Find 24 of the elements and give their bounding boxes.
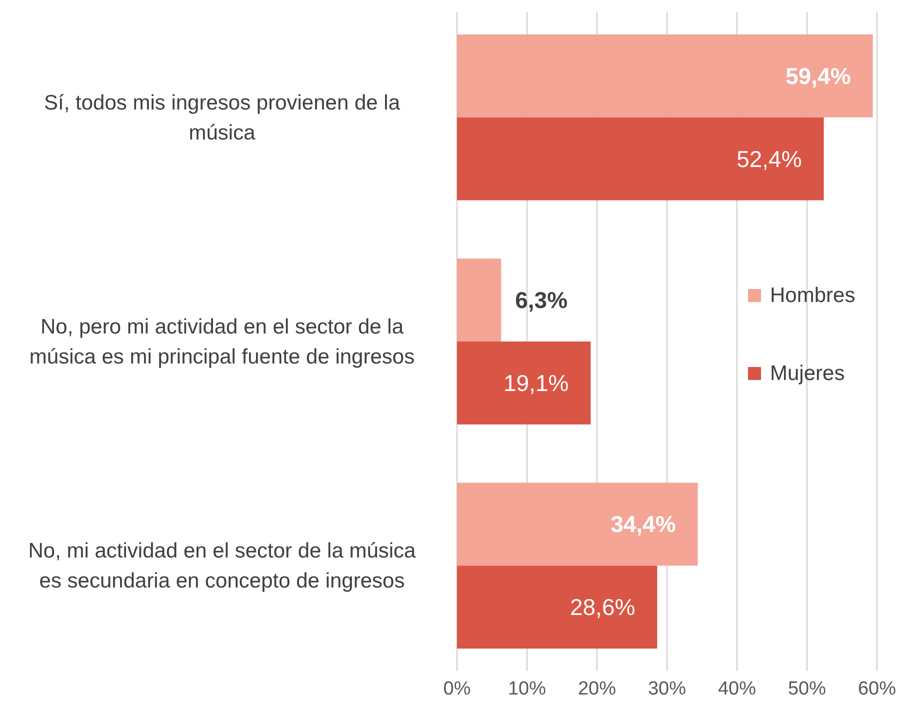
data-label: 19,1%	[503, 370, 569, 396]
legend-label: Mujeres	[770, 362, 845, 385]
data-label: 34,4%	[610, 511, 676, 538]
x-tick-label: 40%	[718, 678, 756, 700]
legend-label: Hombres	[770, 284, 856, 307]
bar	[457, 342, 591, 424]
y-tick-label: Sí, todos mis ingresos provienen de la música	[44, 91, 400, 144]
x-tick-label: 10%	[508, 678, 546, 700]
data-label: 28,6%	[570, 594, 636, 620]
data-label: 52,4%	[736, 146, 802, 172]
bar	[457, 482, 698, 566]
y-tick-label: No, mi actividad en el sector de la música es secundaria en concepto de ingresos	[28, 540, 416, 593]
data-label: 6,3%	[515, 287, 568, 314]
bar	[457, 258, 502, 342]
x-tick-label: 0%	[443, 678, 471, 700]
bar	[457, 34, 873, 118]
bar	[457, 117, 824, 200]
x-tick-label: 30%	[648, 678, 686, 700]
x-tick-label: 50%	[788, 678, 826, 700]
data-label: 59,4%	[786, 62, 851, 89]
y-tick-label: No, pero mi actividad en el sector de la música es mi principal fuente de ingresos	[29, 316, 415, 368]
x-tick-label: 60%	[858, 678, 896, 700]
bar	[457, 566, 658, 649]
x-tick-label: 20%	[578, 678, 616, 700]
